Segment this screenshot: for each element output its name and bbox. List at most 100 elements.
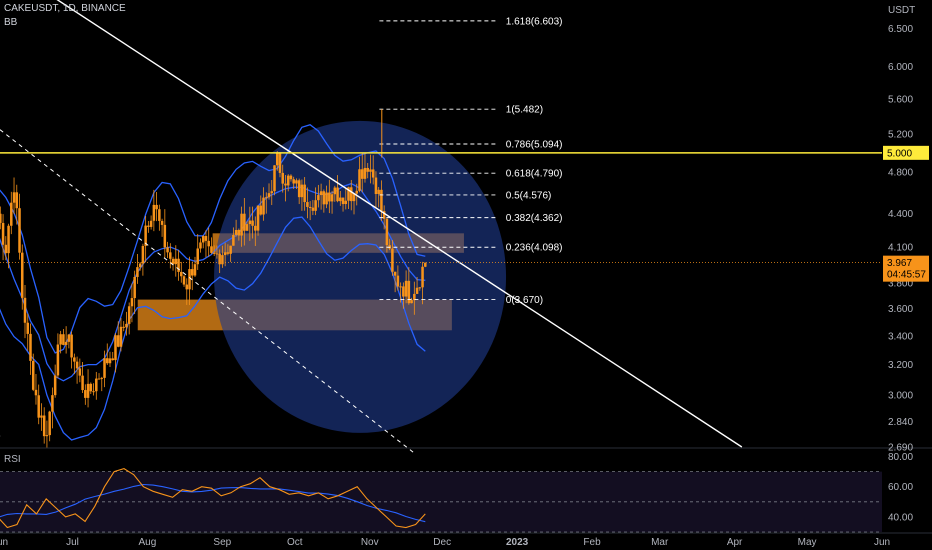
candle-body	[265, 197, 268, 199]
candle-body	[144, 225, 147, 246]
candle-body	[391, 248, 394, 272]
candle-body	[212, 252, 216, 254]
trendline-1[interactable]	[0, 0, 743, 448]
current-price-tag: 3.967	[887, 258, 912, 269]
candle-body	[328, 192, 331, 202]
candle-body	[7, 225, 10, 254]
candle-body	[404, 280, 408, 297]
candle-body	[352, 193, 356, 202]
candle-body	[59, 334, 62, 345]
candle-body	[371, 169, 375, 178]
current-price-tag-bg	[883, 255, 929, 282]
price-axis-tick: 5.200	[888, 130, 913, 141]
candle-body	[223, 252, 227, 256]
price-axis-tick: 4.400	[888, 209, 913, 220]
price-axis-tick: 6.000	[888, 62, 913, 73]
candle-body	[116, 335, 120, 347]
candle-body	[105, 358, 109, 364]
candle-body	[237, 229, 241, 236]
candle-body	[37, 395, 40, 418]
candle-body	[67, 334, 71, 342]
candle-body	[29, 333, 32, 361]
fib-level-label: 1.618(6.603)	[506, 16, 563, 27]
price-axis-tick: 3.000	[888, 391, 913, 402]
candle-body	[267, 193, 271, 198]
candle-body	[382, 211, 386, 219]
price-axis-tick: 3.800	[888, 279, 913, 290]
candle-body	[418, 287, 422, 289]
candle-body	[42, 415, 46, 437]
time-axis-tick: Mar	[651, 537, 669, 548]
candle-body	[407, 280, 411, 304]
candle-body	[385, 218, 389, 246]
candle-body	[136, 267, 139, 277]
candle-body	[344, 200, 348, 205]
candle-body	[171, 258, 175, 265]
level-tag-text: 5.000	[887, 148, 912, 159]
candle-body	[413, 293, 416, 301]
bb-indicator-label: BB	[4, 17, 18, 28]
symbol-title: CAKEUSDT, 1D, BINANCE	[4, 3, 126, 14]
fib-level-label: 0(3.670)	[506, 295, 543, 306]
trendlines[interactable]	[0, 0, 743, 455]
candle-body	[410, 300, 413, 304]
bar-countdown-tag: 04:45:57	[887, 270, 926, 281]
candle-body	[133, 276, 136, 299]
fib-level-label: 0.618(4.790)	[506, 169, 563, 180]
candle-body	[286, 175, 290, 186]
candle-body	[127, 306, 131, 324]
axes: USDT 6.500 6.000 5.600 5.200 4.800 4.400 4.100 3…	[0, 5, 932, 548]
candle-body	[18, 208, 21, 253]
candle-body	[111, 358, 114, 361]
candle-body	[75, 361, 79, 369]
candle-body	[256, 205, 260, 231]
candle-body	[251, 220, 254, 226]
price-axis-tick: 6.500	[888, 24, 913, 35]
candle-body	[234, 229, 238, 235]
candle-body	[325, 192, 328, 205]
candle-body	[424, 262, 427, 267]
time-axis-tick: Feb	[583, 537, 601, 548]
candle-body	[185, 284, 189, 290]
candle-body	[399, 286, 402, 288]
fib-level-label: 0.382(4.362)	[506, 213, 563, 224]
candle-body	[415, 287, 419, 294]
rsi-axis-tick: 40.00	[888, 512, 913, 523]
price-axis-tick: 5.600	[888, 95, 913, 106]
time-axis-tick: Jul	[66, 537, 79, 548]
candle-body	[374, 177, 378, 195]
candle-body	[281, 172, 284, 184]
fibonacci-retracement[interactable]: 1.618(6.603) 1(5.482) 0.786(5.094) 0.618(4.…	[379, 16, 563, 306]
rsi-pane: RSI	[0, 447, 932, 533]
candle-body	[190, 269, 194, 276]
candle-body	[284, 183, 287, 186]
price-axis-unit: USDT	[888, 5, 915, 16]
time-axis-tick: May	[798, 537, 817, 548]
candle-body	[152, 204, 156, 221]
time-axis-tick: Nov	[361, 537, 379, 548]
candle-body	[1, 222, 5, 245]
candle-body	[295, 180, 298, 184]
candle-body	[240, 213, 243, 236]
candle-body	[119, 326, 123, 347]
candle-body	[215, 253, 219, 255]
candle-body	[248, 220, 252, 225]
ellipse-shape[interactable]	[214, 120, 507, 433]
candle-body	[350, 187, 353, 202]
candle-body	[180, 271, 183, 277]
candle-body	[130, 298, 134, 307]
candle-body	[196, 248, 199, 265]
ellipse-layer[interactable]	[214, 120, 507, 433]
candle-body	[207, 240, 210, 247]
candle-body	[70, 334, 73, 358]
price-axis-tick: 3.200	[888, 360, 913, 371]
rsi-axis-tick: 80.00	[888, 452, 913, 463]
candle-body	[122, 326, 125, 328]
candle-body	[169, 252, 172, 259]
candle-body	[218, 253, 221, 265]
candle-body	[358, 169, 361, 191]
candle-body	[100, 377, 104, 379]
rsi-axis-tick: 60.00	[888, 482, 913, 493]
time-axis-tick: Oct	[287, 537, 303, 548]
